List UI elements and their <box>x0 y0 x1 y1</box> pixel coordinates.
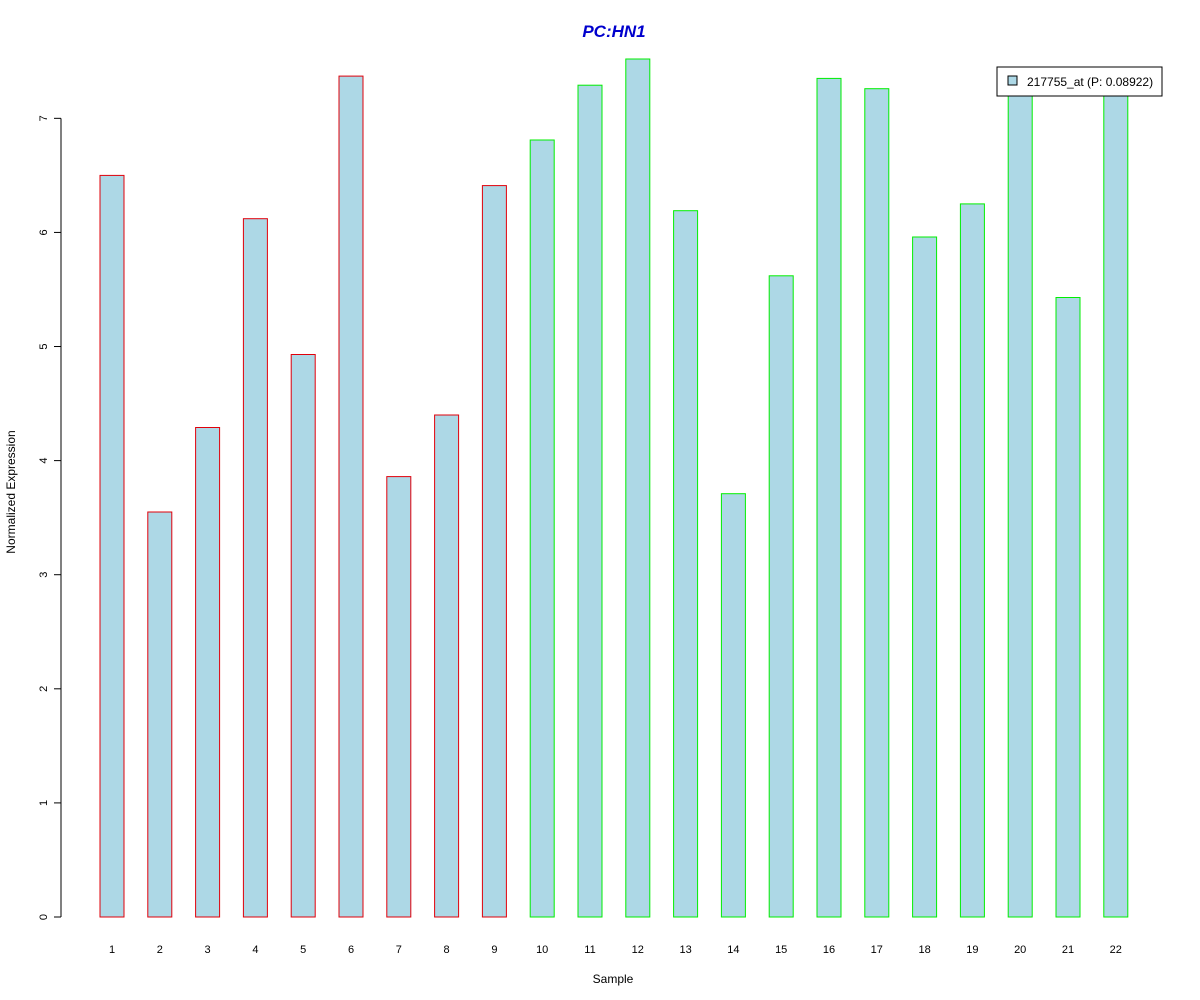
x-tick-label: 18 <box>918 944 930 956</box>
x-tick-label: 5 <box>300 944 306 956</box>
x-axis-tick-labels: 1 2 3 4 5 6 7 8 9 10 11 12 13 14 15 16 17 18 19 20 21 22 <box>109 944 1122 956</box>
bar-sample-15 <box>768 275 794 918</box>
y-tick-label: 3 <box>38 572 50 578</box>
y-tick-label: 6 <box>38 229 50 235</box>
y-tick-label: 1 <box>38 800 50 806</box>
bar-sample-12 <box>625 58 651 918</box>
bar-sample-21 <box>1055 297 1081 918</box>
x-tick-label: 12 <box>632 944 644 956</box>
bar-sample-6 <box>338 75 364 918</box>
x-tick-label: 2 <box>157 944 163 956</box>
bar-sample-14 <box>720 493 746 918</box>
y-tick-label: 7 <box>38 115 50 121</box>
legend: 217755_at (P: 0.08922) <box>996 66 1163 97</box>
bar-sample-10 <box>529 139 555 918</box>
bar-sample-16 <box>816 77 842 918</box>
bar-sample-22 <box>1103 92 1129 918</box>
x-tick-label: 9 <box>491 944 497 956</box>
bar-sample-7 <box>386 476 412 918</box>
x-tick-label: 13 <box>679 944 691 956</box>
x-tick-label: 8 <box>444 944 450 956</box>
x-tick-label: 3 <box>205 944 211 956</box>
x-tick-label: 20 <box>1014 944 1026 956</box>
bar-sample-2 <box>147 511 173 918</box>
x-tick-label: 4 <box>252 944 258 956</box>
x-tick-label: 7 <box>396 944 402 956</box>
x-tick-label: 19 <box>966 944 978 956</box>
bars <box>99 58 1129 918</box>
bar-sample-5 <box>290 354 316 918</box>
bar-sample-17 <box>864 88 890 918</box>
bar-sample-13 <box>673 210 699 918</box>
bar-sample-4 <box>242 218 268 918</box>
x-tick-label: 10 <box>536 944 548 956</box>
y-tick-label: 0 <box>38 914 50 920</box>
x-tick-label: 1 <box>109 944 115 956</box>
x-tick-label: 14 <box>727 944 739 956</box>
x-tick-label: 15 <box>775 944 787 956</box>
y-tick-label: 5 <box>38 343 50 349</box>
x-tick-label: 16 <box>823 944 835 956</box>
y-axis-label: Normalized Expression <box>4 430 18 553</box>
x-tick-label: 22 <box>1110 944 1122 956</box>
bar-sample-9 <box>481 185 507 918</box>
bar-sample-18 <box>912 236 938 918</box>
bar-sample-1 <box>99 174 125 918</box>
x-tick-label: 21 <box>1062 944 1074 956</box>
x-axis-label: Sample <box>593 972 634 986</box>
bar-sample-8 <box>434 414 460 918</box>
chart-title: PC:HN1 <box>582 22 645 41</box>
y-axis: 0 1 2 3 4 5 6 7 <box>38 115 62 920</box>
y-tick-label: 2 <box>38 686 50 692</box>
legend-box <box>996 66 1163 97</box>
legend-swatch <box>1007 75 1018 86</box>
x-tick-label: 6 <box>348 944 354 956</box>
bar-sample-20 <box>1007 92 1033 918</box>
x-tick-label: 11 <box>584 944 595 956</box>
bar-sample-3 <box>195 427 221 918</box>
y-tick-label: 4 <box>38 458 50 464</box>
bar-sample-11 <box>577 84 603 918</box>
legend-label: 217755_at (P: 0.08922) <box>1027 75 1153 89</box>
x-tick-label: 17 <box>871 944 883 956</box>
bar-sample-19 <box>959 203 985 918</box>
